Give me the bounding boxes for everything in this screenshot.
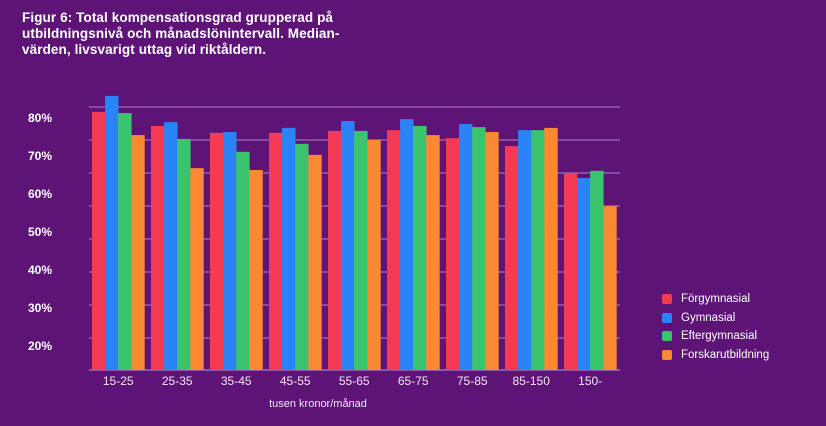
bar	[367, 140, 381, 370]
bar	[354, 130, 368, 370]
bar	[328, 130, 342, 370]
bar	[190, 168, 204, 370]
bar	[131, 135, 145, 370]
bar	[236, 151, 250, 370]
bar	[269, 132, 283, 370]
legend-item: Förgymnasial	[662, 290, 769, 309]
bar	[400, 119, 414, 370]
x-tick-label: 150-	[578, 374, 602, 388]
x-tick-label: 65-75	[398, 374, 429, 388]
bar	[505, 146, 519, 370]
chart-title-line: värden, livsvarigt uttag vid riktåldern.	[22, 42, 267, 57]
bar	[282, 127, 296, 370]
legend: Förgymnasial Gymnasial Eftergymnasial Fo…	[662, 290, 769, 364]
x-tick-label: 55-65	[339, 374, 370, 388]
y-tick-label: 70%	[28, 149, 52, 163]
x-axis-ticks: 15-25 25-35 35-45 45-55 55-65 65-75 75-85 85-15…	[103, 374, 602, 388]
bar	[105, 95, 119, 371]
bar	[413, 125, 427, 370]
bar	[426, 135, 440, 370]
bar	[577, 178, 591, 370]
x-axis-label: tusen kronor/månad	[269, 398, 367, 410]
bar	[210, 132, 224, 370]
bar	[308, 154, 322, 370]
legend-item: Gymnasial	[662, 309, 769, 328]
y-tick-label: 80%	[28, 111, 52, 125]
bar	[603, 206, 617, 370]
x-tick-label: 45-55	[280, 374, 311, 388]
y-tick-label: 40%	[28, 263, 52, 277]
bar	[518, 130, 532, 370]
bars	[92, 95, 617, 371]
chart-title-line: utbildningsnivå och månadslönintervall. …	[22, 26, 340, 41]
bar	[92, 111, 106, 371]
x-tick-label: 15-25	[103, 374, 134, 388]
legend-label: Förgymnasial	[681, 293, 751, 306]
legend-swatch	[662, 294, 672, 305]
y-tick-label: 50%	[28, 225, 52, 239]
x-tick-label: 85-150	[513, 374, 551, 388]
bar	[459, 124, 473, 370]
y-tick-label: 20%	[28, 339, 52, 353]
chart-title: Figur 6: Total kompensationsgrad grupper…	[22, 10, 402, 58]
x-tick-label: 35-45	[221, 374, 252, 388]
y-tick-label: 60%	[28, 187, 52, 201]
bar	[341, 121, 355, 370]
legend-label: Gymnasial	[681, 311, 736, 324]
x-tick-label: 75-85	[457, 374, 488, 388]
bar	[295, 143, 309, 370]
legend-swatch	[662, 312, 672, 323]
bar	[118, 113, 132, 370]
y-axis-ticks: 80% 70% 60% 50% 40% 30% 20%	[28, 111, 52, 353]
bar	[531, 130, 545, 370]
y-tick-label: 30%	[28, 301, 52, 315]
legend-swatch	[662, 349, 672, 360]
bar	[590, 170, 604, 370]
bar	[151, 125, 165, 370]
bar	[472, 127, 486, 371]
bar	[485, 132, 499, 370]
bar	[387, 130, 401, 370]
legend-item: Forskarutbildning	[662, 346, 769, 365]
legend-item: Eftergymnasial	[662, 327, 769, 346]
bar	[446, 138, 460, 370]
bar	[223, 132, 237, 370]
legend-label: Forskarutbildning	[681, 348, 770, 361]
chart-title-line: Figur 6: Total kompensationsgrad grupper…	[22, 10, 334, 25]
bar	[164, 122, 178, 371]
x-tick-label: 25-35	[162, 374, 193, 388]
legend-swatch	[662, 331, 672, 342]
bar	[544, 127, 558, 370]
bar	[564, 173, 578, 370]
bar	[249, 170, 263, 370]
legend-label: Eftergymnasial	[681, 330, 758, 343]
bar	[177, 138, 191, 370]
